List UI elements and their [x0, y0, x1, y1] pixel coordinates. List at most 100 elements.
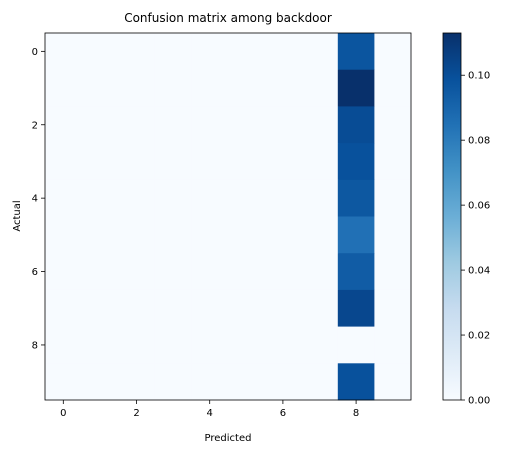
- heatmap-cell-0-5: [228, 33, 265, 70]
- chart-title: Confusion matrix among backdoor: [124, 11, 332, 25]
- heatmap-cell-2-4: [191, 106, 228, 143]
- heatmap-cell-4-2: [118, 180, 155, 217]
- heatmap-cell-2-5: [228, 106, 265, 143]
- heatmap-cell-8-1: [82, 327, 119, 364]
- heatmap-cell-6-4: [191, 253, 228, 290]
- heatmap-cell-4-8: [338, 180, 375, 217]
- y-axis-ticks: 0 2 4 6 8: [32, 47, 45, 352]
- heatmap-cell-0-2: [118, 33, 155, 70]
- heatmap-cell-5-6: [265, 217, 302, 254]
- heatmap-cell-1-2: [118, 70, 155, 107]
- heatmap-cell-3-7: [301, 143, 338, 180]
- heatmap-cell-9-1: [82, 363, 119, 400]
- heatmap-cell-6-1: [82, 253, 119, 290]
- heatmap-cell-3-5: [228, 143, 265, 180]
- x-tick-label: 2: [133, 408, 139, 419]
- heatmap-cell-6-5: [228, 253, 265, 290]
- heatmap-cell-7-9: [374, 290, 411, 327]
- heatmap-cell-5-0: [45, 217, 82, 254]
- heatmap-cell-1-3: [155, 70, 192, 107]
- heatmap-cell-8-2: [118, 327, 155, 364]
- y-tick-label: 4: [32, 194, 38, 205]
- heatmap-cell-5-9: [374, 217, 411, 254]
- colorbar-tick-label: 0.02: [468, 331, 490, 342]
- heatmap-cell-2-3: [155, 106, 192, 143]
- y-tick-label: 6: [32, 267, 38, 278]
- heatmap-cell-7-4: [191, 290, 228, 327]
- heatmap-cell-7-0: [45, 290, 82, 327]
- colorbar-tick-label: 0.08: [468, 136, 490, 147]
- heatmap-cell-5-5: [228, 217, 265, 254]
- y-tick-label: 2: [32, 120, 38, 131]
- heatmap-cell-4-4: [191, 180, 228, 217]
- heatmap-cell-1-4: [191, 70, 228, 107]
- heatmap-cell-0-6: [265, 33, 302, 70]
- heatmap-cell-3-9: [374, 143, 411, 180]
- heatmap-cell-1-8: [338, 70, 375, 107]
- heatmap-cell-5-3: [155, 217, 192, 254]
- heatmap-cell-0-4: [191, 33, 228, 70]
- heatmap-cell-0-8: [338, 33, 375, 70]
- heatmap-cell-9-4: [191, 363, 228, 400]
- heatmap-cell-2-9: [374, 106, 411, 143]
- heatmap-cell-7-2: [118, 290, 155, 327]
- heatmap-cell-9-0: [45, 363, 82, 400]
- heatmap-cell-9-9: [374, 363, 411, 400]
- heatmap-cell-3-6: [265, 143, 302, 180]
- colorbar-tick-label: 0.10: [468, 71, 490, 82]
- heatmap-cell-0-1: [82, 33, 119, 70]
- heatmap-cell-9-7: [301, 363, 338, 400]
- heatmap-cell-8-6: [265, 327, 302, 364]
- heatmap-cells: [45, 33, 411, 400]
- heatmap-cell-0-3: [155, 33, 192, 70]
- heatmap-cell-2-2: [118, 106, 155, 143]
- heatmap-cell-3-3: [155, 143, 192, 180]
- colorbar-ticks: 0.00 0.02 0.04 0.06 0.08 0.10: [461, 71, 490, 407]
- heatmap-cell-4-0: [45, 180, 82, 217]
- heatmap-cell-4-9: [374, 180, 411, 217]
- heatmap-cell-6-6: [265, 253, 302, 290]
- heatmap-cell-6-3: [155, 253, 192, 290]
- heatmap-cell-0-9: [374, 33, 411, 70]
- heatmap-cell-4-5: [228, 180, 265, 217]
- heatmap-cell-8-3: [155, 327, 192, 364]
- heatmap-cell-7-6: [265, 290, 302, 327]
- heatmap-cell-4-3: [155, 180, 192, 217]
- heatmap-cell-6-8: [338, 253, 375, 290]
- heatmap-cell-9-6: [265, 363, 302, 400]
- heatmap-cell-7-3: [155, 290, 192, 327]
- colorbar-tick-label: 0.00: [468, 396, 490, 407]
- heatmap-cell-1-5: [228, 70, 265, 107]
- heatmap-cell-8-9: [374, 327, 411, 364]
- colorbar: [443, 33, 461, 400]
- colorbar-tick-label: 0.06: [468, 201, 490, 212]
- heatmap-cell-2-0: [45, 106, 82, 143]
- heatmap-cell-5-7: [301, 217, 338, 254]
- x-axis-ticks: 0 2 4 6 8: [60, 400, 359, 419]
- heatmap-cell-5-2: [118, 217, 155, 254]
- heatmap-cell-3-8: [338, 143, 375, 180]
- x-tick-label: 6: [280, 408, 286, 419]
- heatmap-cell-2-6: [265, 106, 302, 143]
- y-axis-label: Actual: [12, 200, 23, 231]
- heatmap-cell-8-0: [45, 327, 82, 364]
- heatmap-cell-9-5: [228, 363, 265, 400]
- heatmap-cell-2-1: [82, 106, 119, 143]
- heatmap-cell-2-8: [338, 106, 375, 143]
- x-axis-label: Predicted: [205, 433, 252, 444]
- heatmap-cell-6-7: [301, 253, 338, 290]
- heatmap-cell-8-5: [228, 327, 265, 364]
- heatmap-cell-1-6: [265, 70, 302, 107]
- heatmap-cell-4-7: [301, 180, 338, 217]
- heatmap-cell-3-4: [191, 143, 228, 180]
- y-tick-label: 8: [32, 340, 38, 351]
- heatmap-cell-7-5: [228, 290, 265, 327]
- heatmap-cell-3-0: [45, 143, 82, 180]
- x-tick-label: 0: [60, 408, 66, 419]
- heatmap-cell-6-0: [45, 253, 82, 290]
- heatmap-cell-8-8: [338, 327, 375, 364]
- heatmap-cell-5-8: [338, 217, 375, 254]
- heatmap-cell-2-7: [301, 106, 338, 143]
- heatmap-cell-4-6: [265, 180, 302, 217]
